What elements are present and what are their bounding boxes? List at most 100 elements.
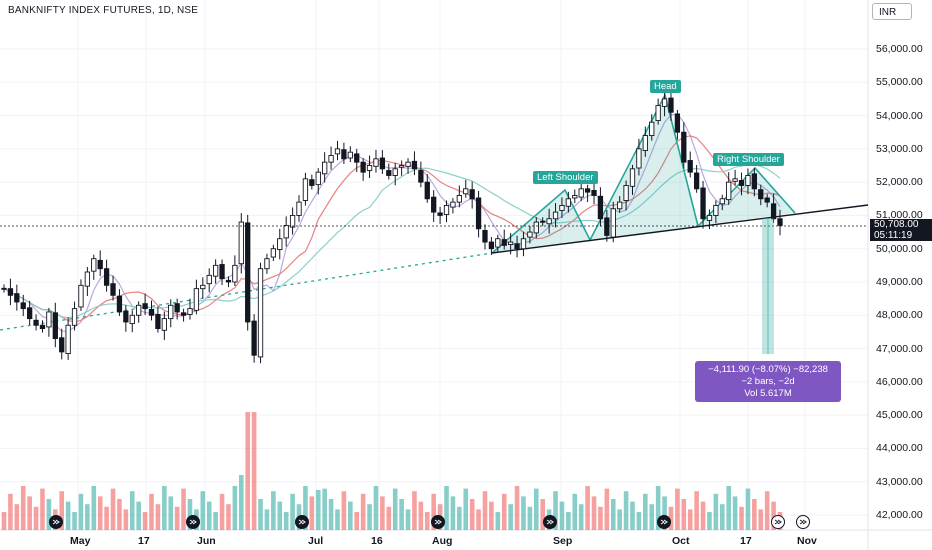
candle-body: [7, 288, 14, 296]
volume-bar: [149, 493, 154, 530]
volume-bar: [78, 493, 84, 530]
volume-bar: [155, 504, 161, 530]
candle-body: [777, 218, 783, 226]
volume-bar: [687, 509, 693, 530]
candle-body: [20, 302, 26, 310]
candle-body: [296, 201, 302, 216]
candle-body: [136, 304, 142, 316]
candle-body: [33, 319, 39, 326]
volume-bar: [219, 493, 225, 530]
price-tick-label: 43,000.00: [876, 475, 923, 488]
volume-bar: [412, 491, 417, 530]
volume-bar: [110, 488, 116, 530]
volume-bar: [85, 504, 90, 530]
volume-bar: [328, 499, 334, 530]
candle-body: [347, 151, 353, 159]
candle-body: [533, 221, 539, 234]
volume-bar: [226, 504, 231, 530]
volume-bar: [501, 493, 507, 530]
candle-body: [264, 258, 270, 270]
event-icons: [49, 515, 810, 529]
volume-bar: [469, 499, 475, 530]
volume-bar: [283, 512, 289, 530]
volume-bar: [206, 501, 212, 530]
event-icon-glyph: [660, 519, 668, 525]
time-tick-label: Aug: [432, 535, 453, 547]
candle-body: [129, 314, 135, 325]
volume-bar: [585, 486, 590, 530]
price-tick-label: 54,000.00: [876, 109, 923, 122]
candle-body: [610, 208, 616, 238]
volume-bar: [232, 486, 238, 530]
volume-bar: [713, 493, 719, 530]
volume-bar: [540, 499, 546, 530]
volume-bar: [739, 506, 744, 530]
candle-body: [59, 337, 65, 353]
candle-body: [520, 238, 527, 250]
volume-bar: [322, 488, 327, 530]
candle-body: [488, 241, 495, 250]
overlay: [0, 218, 868, 354]
time-tick-label: May: [70, 535, 91, 547]
candle-body: [463, 188, 469, 195]
head-label[interactable]: Head: [650, 80, 681, 93]
volume-bar: [553, 491, 558, 530]
right-shoulder-area: [698, 168, 795, 226]
currency-button[interactable]: INR: [872, 3, 912, 20]
candle-body: [668, 97, 674, 113]
candle-body: [623, 185, 629, 201]
volume-bar: [258, 499, 263, 530]
volume-bar: [65, 501, 71, 530]
volume-bar: [245, 412, 251, 530]
measure-change: −4,111.90 (−8.07%) −82,238: [708, 364, 828, 375]
volume-bar: [758, 509, 764, 530]
price-tick-label: 53,000.00: [876, 142, 923, 155]
candle-body: [411, 160, 418, 170]
time-tick-label: Oct: [672, 535, 690, 547]
left-shoulder-label[interactable]: Left Shoulder: [533, 171, 598, 184]
volume-bar: [405, 509, 411, 530]
time-tick-label: 17: [740, 535, 752, 547]
volume-bar: [476, 509, 481, 530]
volume-bar: [303, 486, 308, 530]
volume-bar: [264, 509, 270, 530]
volume-bar: [764, 491, 770, 530]
candle-body: [354, 153, 360, 163]
candle-body: [46, 311, 52, 328]
candle-body: [322, 161, 328, 175]
volume-bar: [694, 491, 699, 530]
volume-bar: [752, 499, 757, 530]
candle-body: [431, 196, 437, 213]
price-tick-label: 48,000.00: [876, 309, 923, 322]
last-price-tag: 50,708.00 05:11:19: [870, 219, 932, 241]
volume-bar: [604, 488, 610, 530]
volume-bar: [348, 501, 353, 530]
candle-body: [232, 264, 238, 283]
price-tick-label: 52,000.00: [876, 176, 923, 189]
candle-body: [674, 113, 681, 133]
candle-body: [642, 135, 648, 151]
volume-bar: [123, 509, 129, 530]
volume-bar: [649, 504, 655, 530]
volume-bar: [271, 491, 276, 530]
volume-bar: [238, 475, 244, 530]
volume-bar: [450, 496, 456, 530]
right-shoulder-label[interactable]: Right Shoulder: [713, 153, 784, 166]
candle-body: [379, 157, 386, 170]
volume-bar: [315, 490, 321, 530]
volume-bar: [40, 488, 45, 530]
candle-body: [283, 224, 289, 239]
volume-bar: [290, 493, 295, 530]
candle-body: [770, 203, 777, 220]
candle-body: [713, 204, 719, 216]
candle-body: [110, 283, 116, 296]
candle-body: [84, 271, 91, 287]
volume-bar: [392, 488, 398, 530]
candle-body: [540, 220, 546, 223]
candle-body: [174, 303, 180, 313]
volume-bar: [46, 499, 52, 530]
event-icon-glyph: [546, 519, 554, 525]
candle-body: [418, 170, 424, 183]
